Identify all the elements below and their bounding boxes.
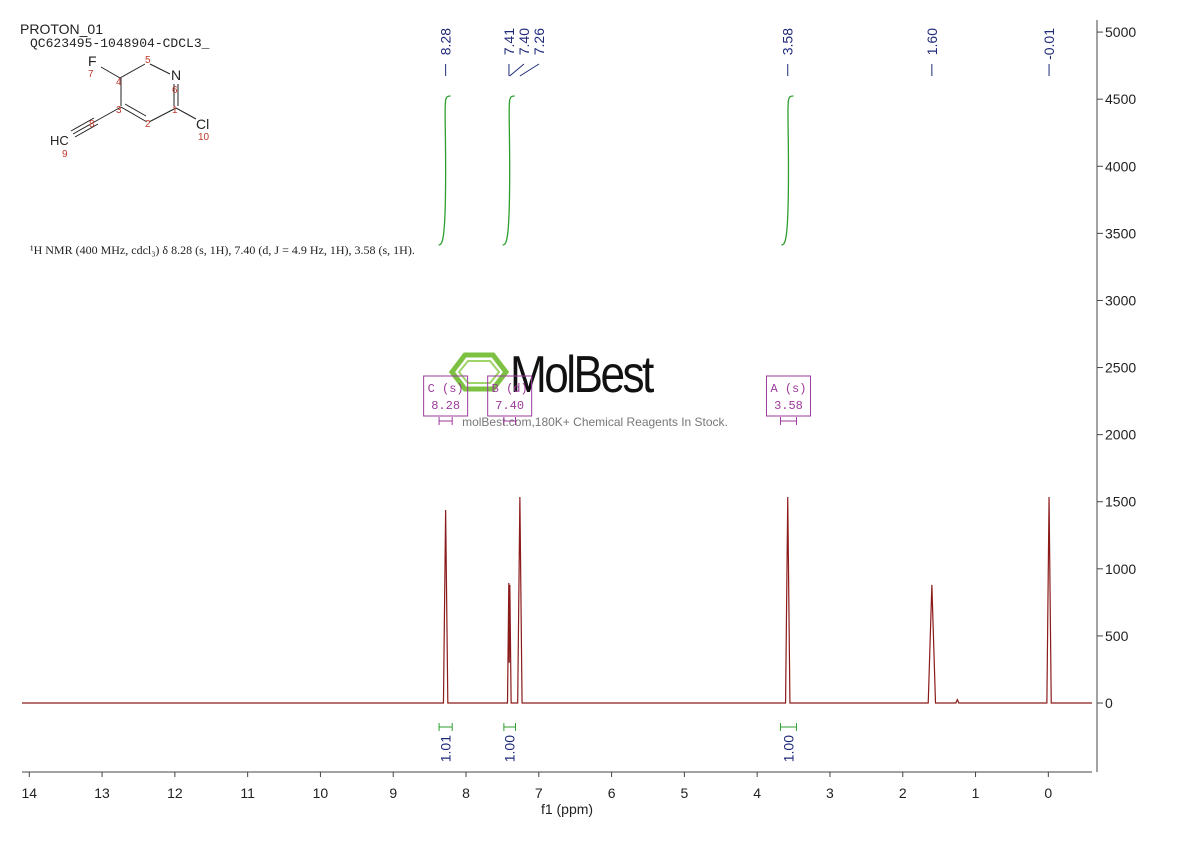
y-tick-label: 3000: [1105, 292, 1136, 308]
multiplet-box: [487, 375, 533, 417]
peak-label: 7.40: [516, 28, 532, 55]
x-tick-label: 7: [535, 785, 543, 801]
y-tick-label: 3500: [1105, 225, 1136, 241]
multiplet-bracket: [779, 417, 797, 425]
structure-label: N: [171, 67, 181, 83]
watermark-caption: molBest.com,180K+ Chemical Reagents In S…: [462, 415, 728, 429]
integral-label: 1.00: [502, 735, 518, 762]
x-tick-label: 6: [608, 785, 616, 801]
spectrum-line: [22, 497, 1092, 704]
peak-label: 1.60: [924, 28, 940, 55]
structure-label: 2: [145, 119, 151, 130]
integral-bracket: [438, 723, 453, 731]
peak-label: 7.41: [501, 28, 517, 55]
x-axis-label: f1 (ppm): [541, 801, 593, 817]
x-tick-label: 13: [94, 785, 110, 801]
y-tick-label: 4500: [1105, 91, 1136, 107]
x-tick-label: 5: [680, 785, 688, 801]
y-tick-label: 2500: [1105, 360, 1136, 376]
logo-hexagon: [448, 352, 510, 392]
structure-label: 3: [116, 105, 122, 116]
subtitle: QC623495-1048904-CDCL3_: [30, 36, 210, 51]
watermark: MolBest: [510, 346, 655, 404]
structure-label: 7: [88, 69, 94, 80]
peak-label: 3.58: [780, 28, 796, 55]
y-tick-label: 2000: [1105, 427, 1136, 443]
structure-label: 1: [172, 105, 178, 116]
structure-label: F: [88, 53, 97, 69]
integral-label: 1.00: [780, 735, 796, 762]
peak-pointer: [519, 63, 540, 77]
description: ¹H NMR (400 MHz, cdcl₃) δ 8.28 (s, 1H), …: [30, 243, 415, 257]
x-tick-label: 14: [21, 785, 37, 801]
title: PROTON_01: [20, 21, 103, 37]
integral-bracket: [503, 723, 517, 731]
multiplet-bracket: [503, 417, 517, 425]
integral-label: 1.01: [438, 735, 454, 762]
y-tick-label: 1000: [1105, 561, 1136, 577]
multiplet-name: B (d): [492, 382, 528, 396]
integral-curve: [781, 95, 794, 246]
multiplet-box: [423, 375, 469, 417]
y-tick-label: 500: [1105, 628, 1129, 644]
x-tick-label: 10: [313, 785, 329, 801]
structure-label: HC: [50, 133, 69, 148]
logo-hexagon-inner: [457, 360, 501, 384]
peak-pointer: [509, 63, 525, 77]
multiplet-bracket: [438, 417, 453, 425]
structure-label: 6: [172, 85, 178, 96]
multiplet-shift: 7.40: [495, 399, 524, 413]
peak-label: -0.01: [1041, 28, 1057, 60]
structure-label: 10: [198, 132, 210, 143]
structure-label: 9: [62, 149, 68, 160]
y-tick-label: 5000: [1105, 24, 1136, 40]
x-tick-label: 3: [826, 785, 834, 801]
x-tick-label: 4: [753, 785, 761, 801]
x-tick-label: 9: [389, 785, 397, 801]
multiplet-box: [765, 375, 811, 417]
x-tick-label: 1: [972, 785, 980, 801]
integral-curve: [502, 95, 515, 246]
structure-bonds: [70, 63, 197, 138]
y-tick-label: 0: [1105, 695, 1113, 711]
y-tick-label: 1500: [1105, 494, 1136, 510]
peak-label: 7.26: [531, 28, 547, 55]
y-tick-label: 4000: [1105, 158, 1136, 174]
peak-label: 8.28: [438, 28, 454, 55]
multiplet-shift: 8.28: [431, 399, 460, 413]
x-tick-label: 8: [462, 785, 470, 801]
multiplet-name: C (s): [428, 382, 464, 396]
integral-bracket: [779, 723, 797, 731]
x-tick-label: 12: [167, 785, 183, 801]
multiplet-name: A (s): [770, 382, 806, 396]
multiplet-shift: 3.58: [774, 399, 803, 413]
x-tick-label: 2: [899, 785, 907, 801]
watermark-logo: MolBest molBest.com,180K+ Chemical Reage…: [448, 346, 728, 429]
x-tick-label: 0: [1044, 785, 1052, 801]
structure-label: 8: [89, 119, 95, 130]
integral-curve: [438, 95, 451, 246]
structure-label: 5: [145, 55, 151, 66]
structure-label: 4: [116, 77, 122, 88]
x-tick-label: 11: [240, 785, 255, 801]
structure-label: Cl: [196, 116, 209, 132]
